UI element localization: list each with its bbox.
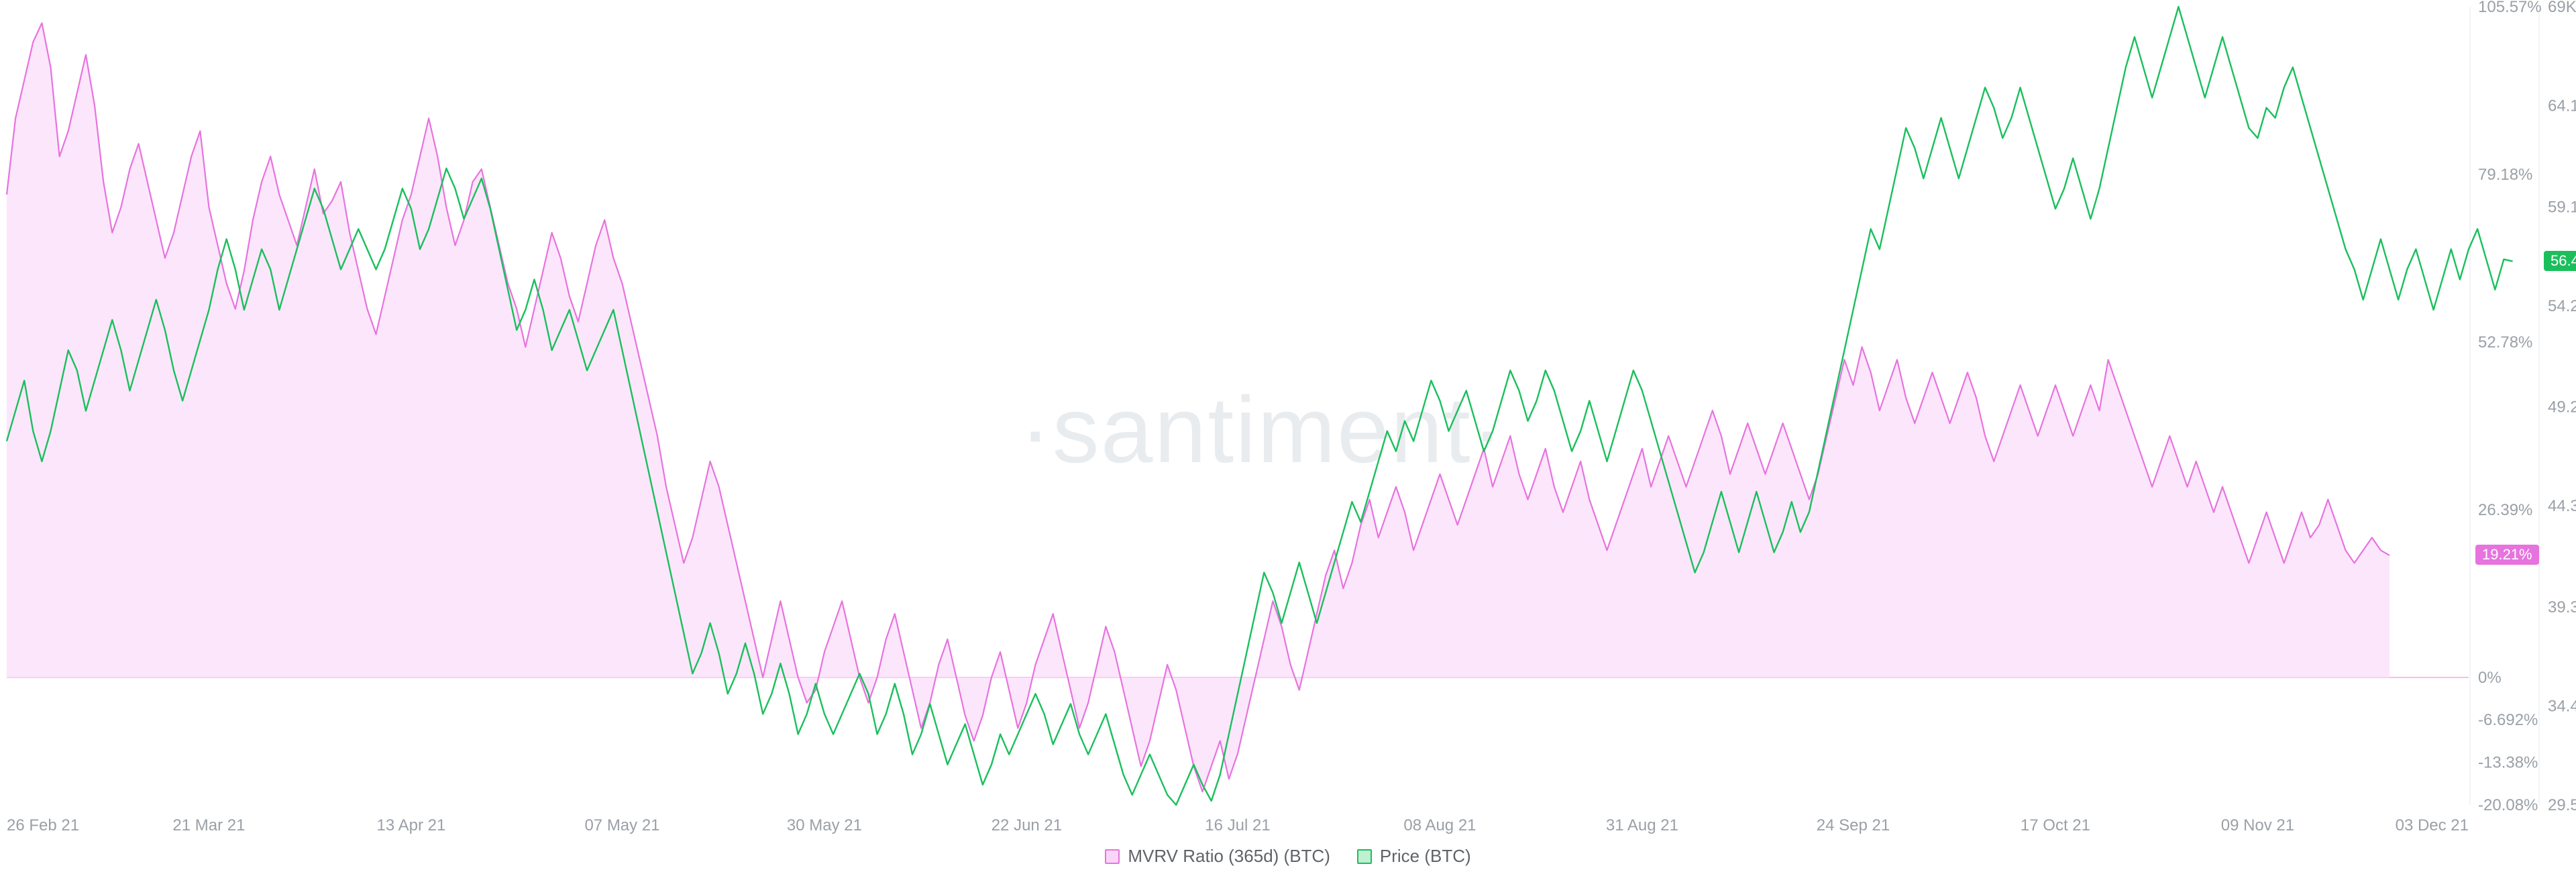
price-tick-label: 39.3K bbox=[2548, 598, 2576, 616]
x-tick-label: 16 Jul 21 bbox=[1205, 816, 1270, 834]
mvrv-tick-label: -6.692% bbox=[2478, 711, 2538, 729]
chart-plot-area[interactable]: 26 Feb 21 21 Mar 21 13 Apr 21 07 May 21 30 M… bbox=[0, 0, 2576, 872]
price-tick-label: 29.5K bbox=[2548, 796, 2576, 814]
x-tick-label: 08 Aug 21 bbox=[1403, 816, 1476, 834]
price-current-value-text: 56.4K bbox=[2551, 252, 2576, 269]
mvrv-current-value-text: 19.21% bbox=[2482, 546, 2532, 563]
santiment-chart: ·santiment· 26 Feb 2121 Mar 2113 Apr 210… bbox=[0, 0, 2576, 872]
price-tick-label: 49.2K bbox=[2548, 398, 2576, 417]
x-tick-label: 17 Oct 21 bbox=[2021, 816, 2090, 834]
x-tick-label: 03 Dec 21 bbox=[2396, 816, 2469, 834]
legend-item-mvrv[interactable]: MVRV Ratio (365d) (BTC) bbox=[1105, 846, 1330, 867]
price-tick-label: 69K bbox=[2548, 0, 2576, 16]
x-tick-label: 21 Mar 21 bbox=[172, 816, 245, 834]
price-tick-label: 54.2K bbox=[2548, 297, 2576, 315]
x-tick-label: 09 Nov 21 bbox=[2221, 816, 2294, 834]
mvrv-tick-label: 105.57% bbox=[2478, 0, 2542, 16]
mvrv-tick-label: 52.78% bbox=[2478, 333, 2532, 351]
price-tick-label: 59.1K bbox=[2548, 198, 2576, 216]
price-tick-label: 64.1K bbox=[2548, 97, 2576, 115]
x-tick-label: 22 Jun 21 bbox=[991, 816, 1062, 834]
legend-label-price: Price (BTC) bbox=[1380, 846, 1471, 867]
mvrv-area bbox=[7, 23, 2390, 792]
legend-swatch-mvrv bbox=[1105, 849, 1120, 864]
price-tick-label: 34.4K bbox=[2548, 697, 2576, 715]
mvrv-tick-label: 26.39% bbox=[2478, 501, 2532, 519]
legend-swatch-price bbox=[1357, 849, 1372, 864]
x-tick-label: 31 Aug 21 bbox=[1606, 816, 1678, 834]
x-tick-label: 26 Feb 21 bbox=[7, 816, 79, 834]
legend-label-mvrv: MVRV Ratio (365d) (BTC) bbox=[1128, 846, 1330, 867]
x-tick-label: 07 May 21 bbox=[584, 816, 659, 834]
x-tick-label: 30 May 21 bbox=[787, 816, 862, 834]
price-tick-label: 44.3K bbox=[2548, 497, 2576, 515]
legend-item-price[interactable]: Price (BTC) bbox=[1357, 846, 1471, 867]
price-current-value-badge: 56.4K bbox=[2544, 251, 2576, 271]
x-tick-label: 13 Apr 21 bbox=[377, 816, 446, 834]
x-tick-label: 24 Sep 21 bbox=[1817, 816, 1890, 834]
mvrv-tick-label: -20.08% bbox=[2478, 796, 2538, 814]
mvrv-tick-label: -13.38% bbox=[2478, 754, 2538, 772]
mvrv-tick-label: 79.18% bbox=[2478, 166, 2532, 184]
mvrv-tick-label: 0% bbox=[2478, 669, 2502, 687]
mvrv-current-value-badge: 19.21% bbox=[2475, 545, 2539, 565]
legend: MVRV Ratio (365d) (BTC) Price (BTC) bbox=[0, 846, 2576, 867]
